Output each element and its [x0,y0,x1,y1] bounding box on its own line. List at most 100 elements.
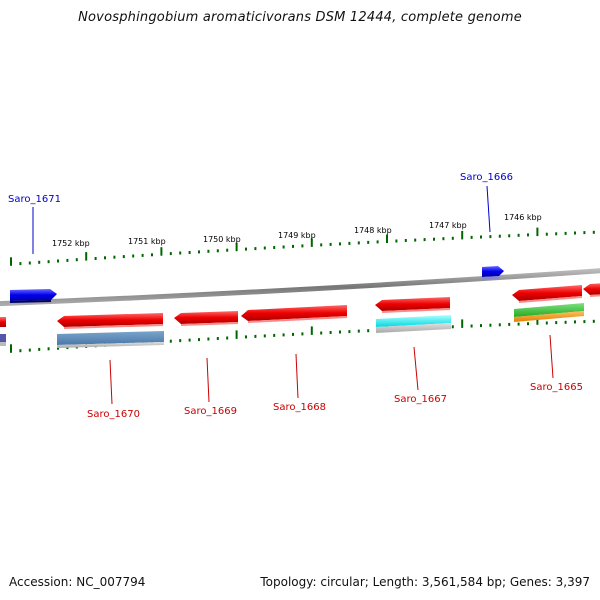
outer-track-major-tick [461,230,464,240]
outer-track-minor-tick [226,248,229,252]
inner-track-minor-tick [169,339,172,343]
label-saro-1665[interactable]: Saro_1665 [530,382,583,393]
outer-track-minor-tick [470,235,473,239]
outer-track-minor-tick [28,261,31,265]
outer-track-minor-tick [339,242,341,246]
outer-track-minor-tick [132,254,135,258]
inner-track-minor-tick [451,325,454,329]
inner-track-minor-tick [320,331,323,335]
scale-label-1746: 1746 kbp [504,213,542,222]
inner-track-minor-tick [19,349,22,353]
inner-track-minor-tick [198,338,200,342]
map-title: Novosphingobium aromaticivorans DSM 1244… [78,10,522,25]
gene-partial-left[interactable] [0,317,6,346]
leader-saro-1665 [549,334,554,379]
outer-track-major-tick [386,234,388,243]
gene-saro-1669[interactable] [174,311,238,326]
reverse-strand-genes [0,283,600,348]
outer-track-minor-tick [348,241,351,245]
inner-track-minor-tick [273,333,276,337]
outer-track-minor-tick [188,251,191,254]
outer-track-minor-tick [395,239,398,243]
outer-track-major-tick [310,238,313,247]
outer-track-major-tick [235,242,238,252]
gene-labels: Saro_1671 Saro_1666 Saro_1670 Saro_1669 … [8,172,583,420]
inner-track-minor-tick [527,322,529,326]
leader-saro-1668 [295,353,299,399]
outer-track-minor-tick [508,234,511,238]
label-saro-1666[interactable]: Saro_1666 [460,172,513,183]
gene-saro-1671[interactable] [10,289,57,303]
gene-saro-1668[interactable] [241,305,347,323]
label-saro-1671[interactable]: Saro_1671 [8,194,61,205]
gene-saro-1670[interactable] [57,313,164,348]
outer-tick-track [10,227,595,266]
genome-backbone [0,268,600,307]
outer-track-minor-tick [574,231,576,235]
inner-track-minor-tick [38,347,41,351]
label-saro-1669[interactable]: Saro_1669 [184,406,237,417]
inner-track-minor-tick [508,322,511,326]
outer-track-minor-tick [404,239,407,242]
inner-track-minor-tick [517,322,520,326]
forward-strand-genes [10,266,504,303]
gene-saro-1666[interactable] [482,266,504,280]
outer-track-minor-tick [94,257,97,260]
label-leaders [32,185,554,405]
label-saro-1668[interactable]: Saro_1668 [273,402,326,413]
gene-partial-right[interactable] [583,283,600,297]
outer-track-minor-tick [545,232,548,236]
gene-saro-1667[interactable] [375,297,451,333]
inner-track-minor-tick [583,320,586,324]
outer-track-minor-tick [489,235,492,239]
outer-track-major-tick [536,227,539,237]
inner-track-minor-tick [592,319,595,323]
inner-track-minor-tick [188,338,191,342]
inner-track-minor-tick [489,323,492,327]
inner-track-minor-tick [480,324,482,328]
outer-track-minor-tick [282,245,285,249]
scale-label-1752: 1752 kbp [52,239,90,248]
outer-track-minor-tick [104,256,106,260]
outer-track-minor-tick [527,233,529,237]
inner-track-minor-tick [292,332,294,336]
inner-track-minor-tick [348,330,351,334]
inner-track-minor-tick [282,333,285,337]
inner-track-minor-tick [329,331,332,334]
inner-track-minor-tick [57,346,59,350]
inner-track-minor-tick [245,335,247,339]
leader-saro-1666 [486,185,491,233]
scale-label-1751: 1751 kbp [128,237,166,246]
outer-track-minor-tick [414,238,417,242]
outer-track-minor-tick [198,250,200,254]
outer-track-minor-tick [555,232,558,236]
outer-track-minor-tick [38,260,41,264]
genome-stats-label: Topology: circular; Length: 3,561,584 bp… [260,575,590,589]
leader-saro-1667 [413,346,419,391]
outer-track-major-tick [85,252,88,261]
outer-track-minor-tick [179,251,182,255]
outer-track-minor-tick [564,231,567,235]
inner-track-minor-tick [564,320,567,324]
inner-track-major-tick [461,319,464,328]
accession-label: Accession: NC_007794 [9,575,146,589]
outer-track-minor-tick [254,247,257,251]
outer-track-minor-tick [423,238,426,242]
inner-track-minor-tick [179,339,182,343]
gene-saro-1665[interactable] [512,285,584,322]
inner-track-minor-tick [498,323,501,327]
outer-track-minor-tick [451,236,454,240]
label-saro-1670[interactable]: Saro_1670 [87,409,140,420]
outer-track-minor-tick [151,253,153,257]
inner-track-major-tick [536,316,539,325]
label-saro-1667[interactable]: Saro_1667 [394,394,447,405]
leader-saro-1669 [206,357,210,403]
scale-label-1747: 1747 kbp [429,221,467,230]
outer-track-minor-tick [113,255,116,259]
outer-track-minor-tick [216,249,219,253]
outer-track-minor-tick [141,253,144,257]
inner-track-minor-tick [470,324,473,328]
inner-track-minor-tick [574,320,576,324]
outer-track-minor-tick [207,249,210,253]
outer-track-major-tick [160,247,163,256]
